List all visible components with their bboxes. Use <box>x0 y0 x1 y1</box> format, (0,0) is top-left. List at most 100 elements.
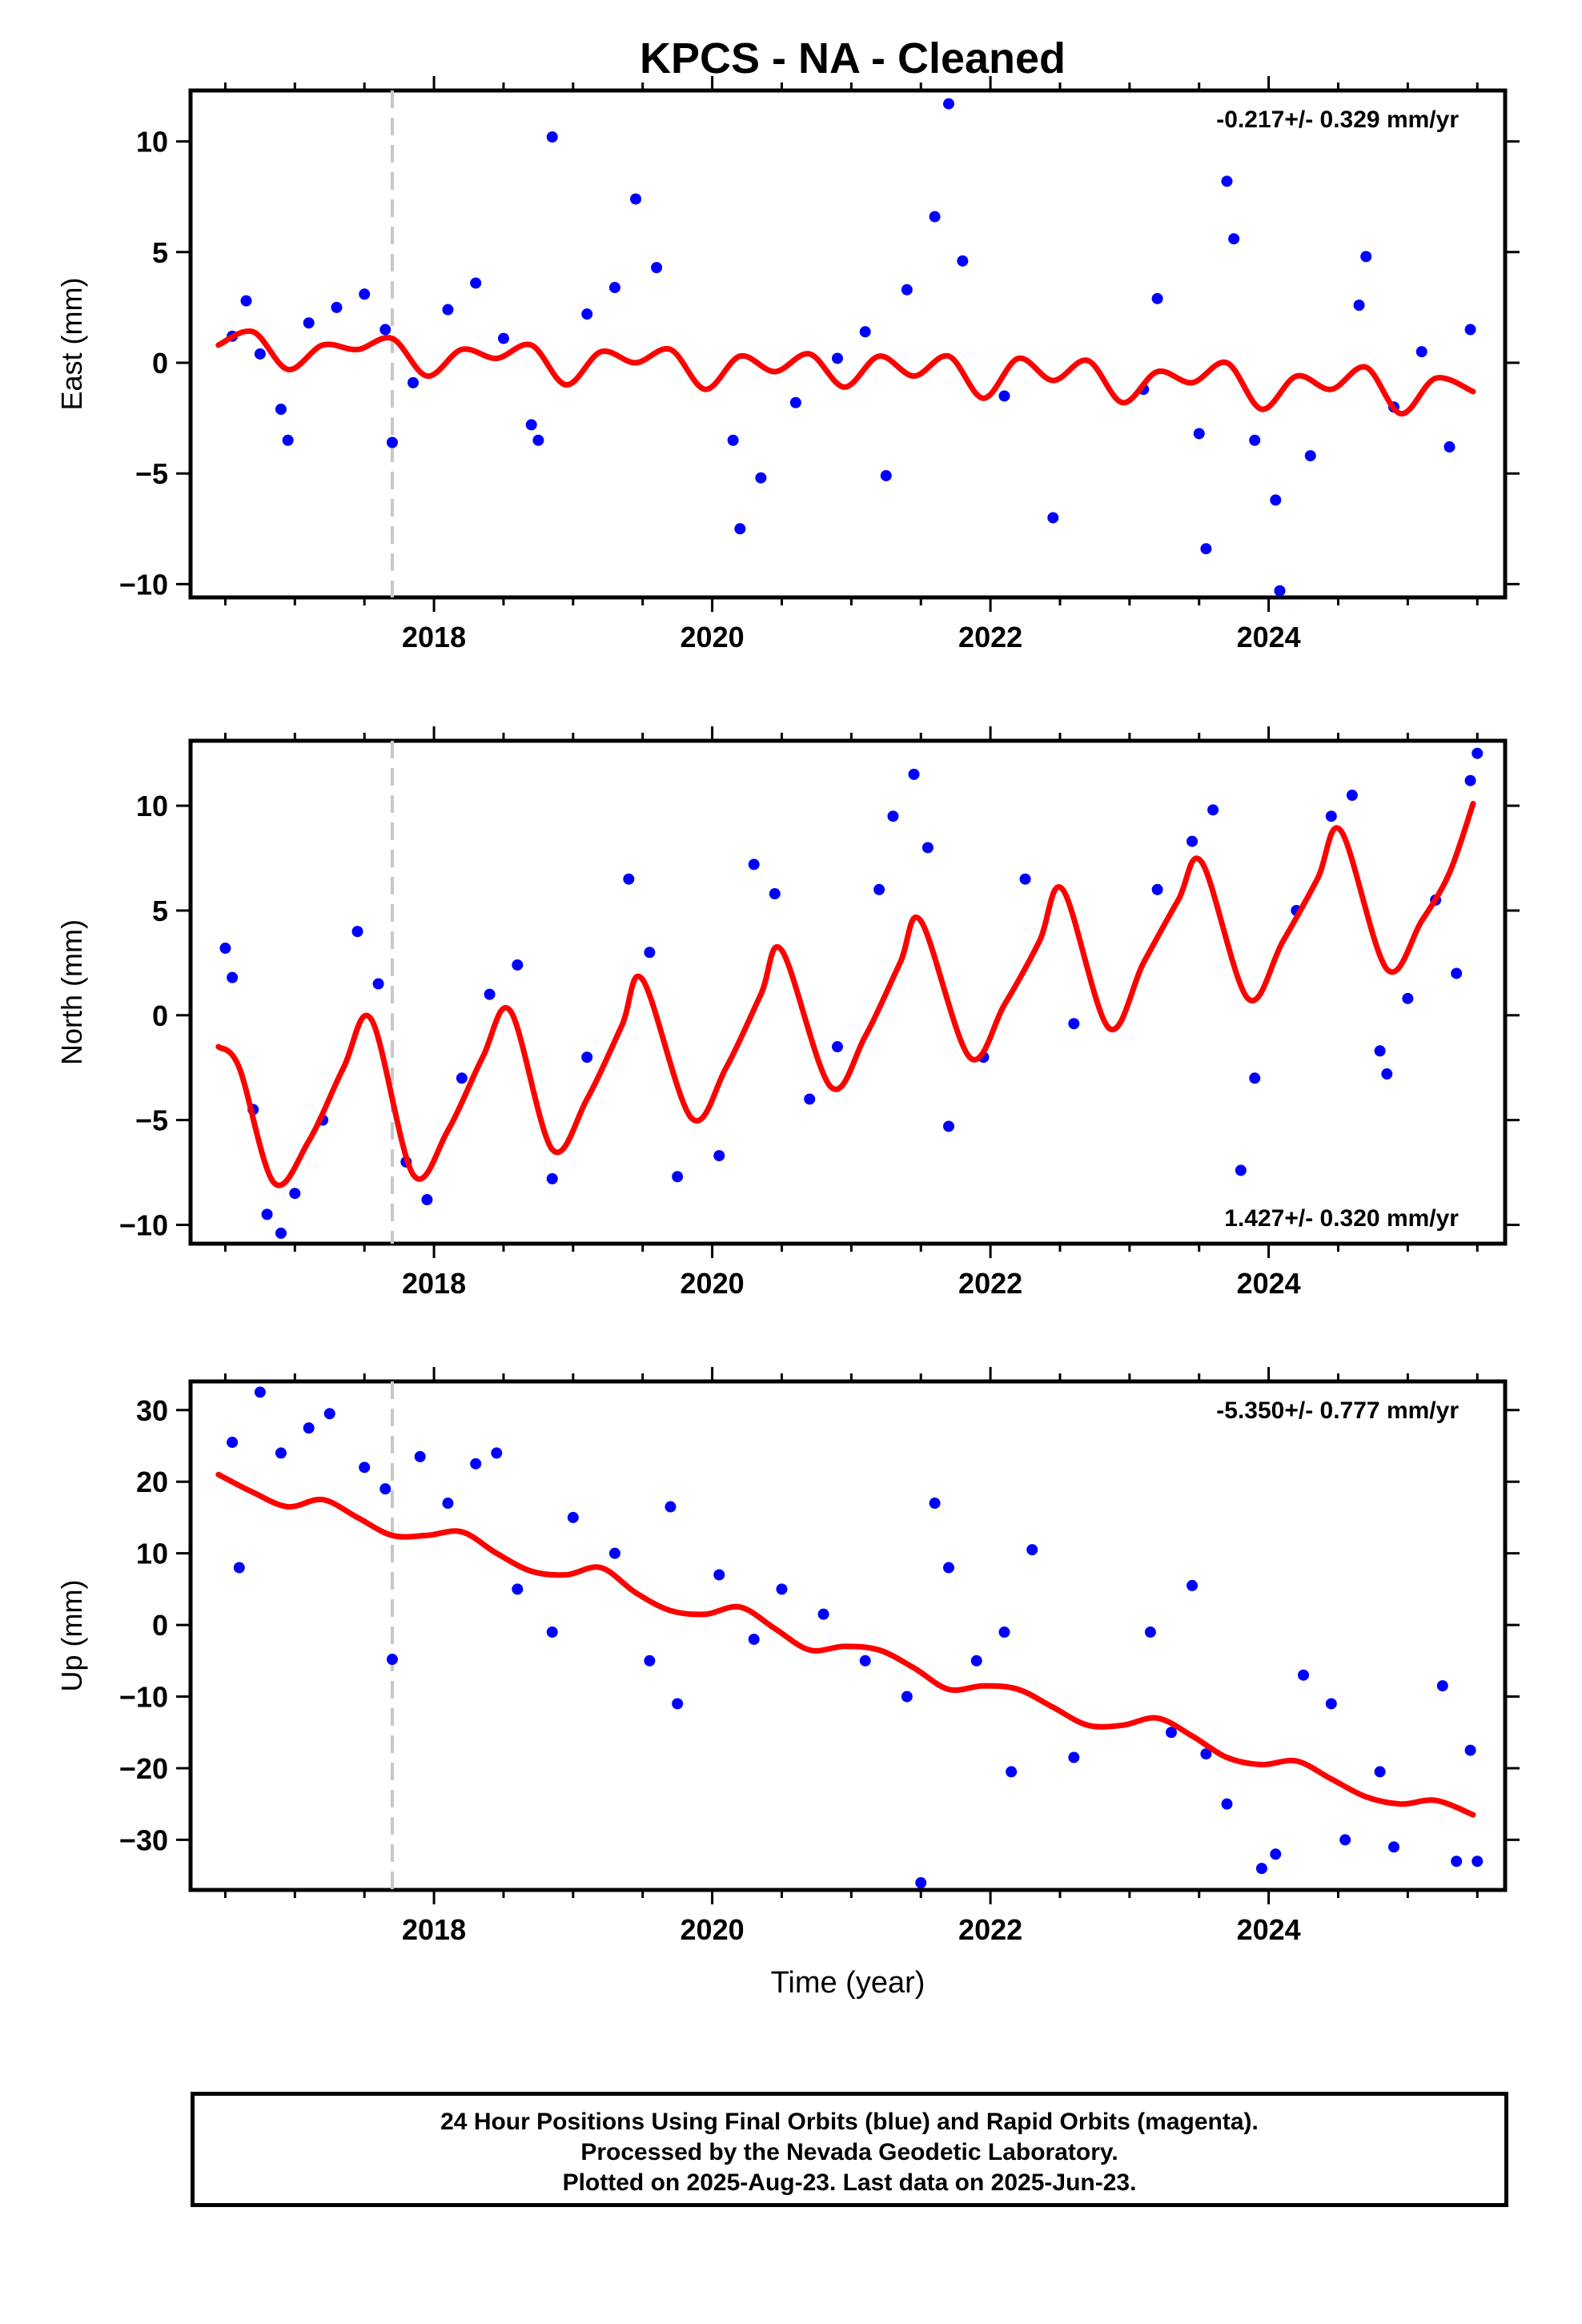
x-tick-label: 2020 <box>681 621 745 653</box>
data-point <box>1207 804 1219 816</box>
data-point <box>748 1633 760 1645</box>
data-point <box>512 959 524 971</box>
y-tick-label: 5 <box>152 236 168 269</box>
data-point <box>282 434 294 446</box>
footer-line-3: Plotted on 2025-Aug-23. Last data on 202… <box>562 2169 1137 2196</box>
y-tick-label: −10 <box>119 1208 168 1241</box>
data-point <box>1270 1848 1282 1860</box>
panel-east: 2018 2020 2022 2024 −10 −5 0 5 10 East (mm) -0.217… <box>55 76 1520 653</box>
data-point <box>351 926 363 938</box>
y-tick-label: 5 <box>152 895 168 927</box>
data-point <box>817 1608 829 1620</box>
data-point <box>887 810 899 822</box>
data-point <box>1325 810 1337 822</box>
data-point <box>240 295 252 307</box>
data-point <box>512 1583 524 1595</box>
data-point <box>1374 1766 1386 1778</box>
y-axis-label: Up (mm) <box>55 1580 88 1692</box>
data-point <box>323 1408 335 1420</box>
data-point <box>1228 233 1240 245</box>
data-point <box>261 1208 273 1220</box>
fit-curve <box>215 801 1476 1188</box>
x-tick-label: 2018 <box>402 1267 466 1300</box>
data-point <box>672 1698 684 1710</box>
y-tick-label: 10 <box>136 126 168 159</box>
plot-frame <box>188 738 1508 1246</box>
data-point <box>1221 1798 1233 1810</box>
rate-annotation: -5.350+/- 0.777 mm/yr <box>1216 1397 1459 1424</box>
data-point <box>442 1498 454 1510</box>
data-point <box>1186 835 1199 847</box>
panel-north: 2018 2020 2022 2024 −10 −5 0 5 10 North (mm) 1.427… <box>55 726 1520 1300</box>
data-point <box>831 1041 843 1053</box>
data-point <box>303 317 315 329</box>
data-point <box>289 1188 301 1200</box>
data-point <box>957 255 969 267</box>
data-point <box>998 390 1010 402</box>
data-point <box>727 434 739 446</box>
y-tick-label: −10 <box>119 568 168 601</box>
data-point <box>1464 324 1476 336</box>
data-point <box>908 768 920 780</box>
chart-title: KPCS - NA - Cleaned <box>639 34 1066 82</box>
data-point <box>713 1150 725 1162</box>
data-point <box>1200 543 1212 555</box>
data-point <box>567 1511 579 1523</box>
data-point <box>859 1655 871 1667</box>
data-point <box>497 332 509 344</box>
data-point <box>1374 1045 1386 1057</box>
data-point <box>1221 175 1233 187</box>
footer-line-1: 24 Hour Positions Using Final Orbits (bl… <box>440 2109 1259 2135</box>
data-point <box>456 1072 468 1084</box>
data-point <box>608 1547 620 1559</box>
data-point <box>942 98 954 110</box>
data-point <box>1339 1834 1351 1846</box>
data-point <box>942 1562 954 1574</box>
data-point <box>734 523 746 535</box>
data-point <box>379 1483 391 1495</box>
y-tick-label: 10 <box>136 790 168 822</box>
data-point <box>484 988 496 1000</box>
data-point <box>1255 1863 1267 1875</box>
data-point <box>1151 292 1163 304</box>
data-point <box>1472 1856 1484 1868</box>
data-point <box>1186 1579 1199 1591</box>
data-point <box>1451 967 1463 979</box>
y-tick-label: 0 <box>152 1609 168 1642</box>
data-point <box>254 348 266 360</box>
data-point <box>379 324 391 336</box>
data-point <box>755 472 767 484</box>
y-tick-label: 20 <box>136 1466 168 1498</box>
data-point <box>1346 790 1358 802</box>
data-point <box>776 1583 788 1595</box>
data-point <box>491 1447 503 1459</box>
data-point <box>998 1626 1010 1638</box>
data-point <box>1200 1748 1212 1760</box>
plots-canvas: 2018 2020 2022 2024 −10 −5 0 5 10 East (mm) -0.217… <box>55 76 1520 2000</box>
data-point <box>769 888 781 900</box>
data-point <box>1068 1018 1080 1030</box>
data-point <box>1387 1841 1399 1853</box>
y-axis-label: East (mm) <box>55 278 88 411</box>
footer-box: 24 Hour Positions Using Final Orbits (bl… <box>191 2092 1508 2207</box>
data-point <box>1360 251 1372 263</box>
data-point <box>275 1227 287 1239</box>
data-point <box>1381 1068 1393 1080</box>
data-point <box>275 1447 287 1459</box>
data-point <box>831 352 843 364</box>
plot-frame <box>188 88 1508 600</box>
data-point <box>386 1654 398 1666</box>
x-tick-label: 2022 <box>958 1267 1022 1300</box>
data-point <box>421 1194 433 1206</box>
data-point <box>1068 1751 1080 1763</box>
data-point <box>651 262 663 274</box>
y-tick-label: 10 <box>136 1538 168 1570</box>
rate-annotation: 1.427+/- 0.320 mm/yr <box>1224 1205 1459 1232</box>
data-point <box>672 1171 684 1183</box>
y-tick-label: −30 <box>119 1823 168 1856</box>
data-point <box>713 1569 725 1581</box>
data-point <box>873 883 885 895</box>
data-point <box>1249 434 1261 446</box>
y-tick-label: −5 <box>135 457 168 490</box>
data-point <box>880 469 892 481</box>
